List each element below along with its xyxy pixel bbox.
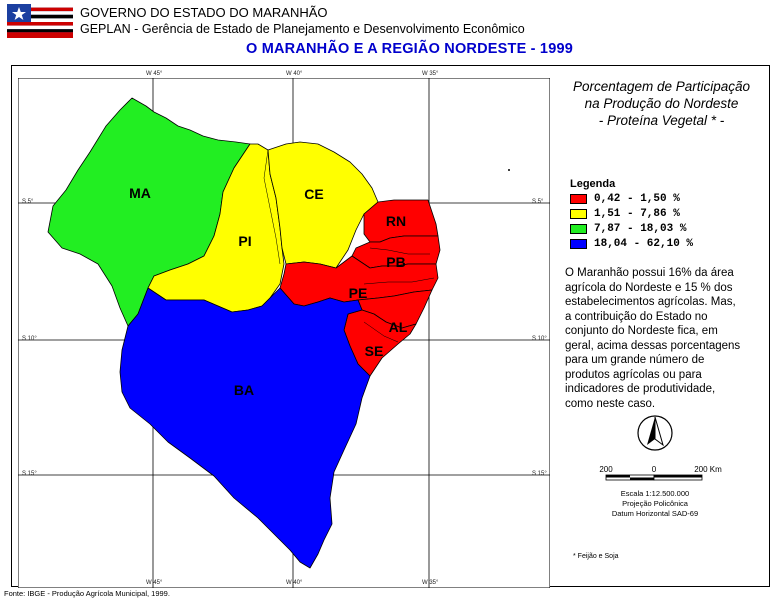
- north-arrow-icon: [637, 415, 673, 451]
- state-ce: [267, 141, 379, 269]
- coord-right-s10: S 10°: [532, 336, 547, 342]
- coord-right-s5: S 5°: [532, 199, 544, 205]
- state-ba: [119, 287, 371, 569]
- government-name: GOVERNO DO ESTADO DO MARANHÃO: [80, 5, 328, 20]
- scale-label-right: 200 Km: [694, 465, 722, 474]
- scale-ratio: Escala 1:12.500.000: [620, 489, 690, 498]
- legend-swatch-red: [570, 194, 587, 204]
- coord-top-w45: W 45°: [146, 71, 163, 77]
- footnote: * Feijão e Soja: [573, 553, 619, 560]
- legend-label-green: 7,87 - 18,03 %: [594, 223, 687, 235]
- legend-label-red: 0,42 - 1,50 %: [594, 193, 680, 205]
- coord-bottom-w45: W 45°: [146, 580, 163, 586]
- coord-bottom-w40: W 40°: [286, 580, 303, 586]
- coord-bottom-w35: W 35°: [422, 580, 439, 586]
- label-ma: MA: [129, 185, 151, 201]
- scale-bar: 200 0 200 Km: [599, 465, 722, 481]
- label-pe: PE: [349, 285, 368, 301]
- legend-label-yellow: 1,51 - 7,86 %: [594, 208, 680, 220]
- description-line: a contribuição do Estado no: [565, 310, 708, 323]
- northeast-map: MA PI CE RN PB PE AL SE BA: [18, 78, 550, 588]
- label-ba: BA: [234, 382, 254, 398]
- coord-right-s15: S 15°: [532, 471, 547, 477]
- legend-swatch-blue: [570, 239, 587, 249]
- label-ce: CE: [304, 186, 323, 202]
- legend-title: Legenda: [570, 178, 616, 190]
- label-pi: PI: [238, 233, 251, 249]
- legend-label-blue: 18,04 - 62,10 %: [594, 238, 694, 250]
- description-line: conjunto do Nordeste fica, em: [565, 325, 718, 337]
- description-line: O Maranhão possui 16% da área: [565, 267, 734, 279]
- panel-title: Porcentagem de Participação na Produção …: [555, 78, 768, 129]
- legend-swatch-yellow: [570, 209, 587, 219]
- maranhao-government-logo: [7, 4, 73, 38]
- agency-name: GEPLAN - Gerência de Estado de Planejame…: [80, 22, 525, 36]
- coord-top-w40: W 40°: [286, 71, 303, 77]
- description-line: agrícola do Nordeste e 15 % dos: [565, 281, 733, 294]
- coord-left-s5: S 5°: [22, 199, 34, 205]
- description-line: para um grande número de: [565, 354, 705, 366]
- coord-left-s10: S 10°: [22, 336, 37, 342]
- scale-label-left: 200: [599, 465, 613, 474]
- coord-top-w35: W 35°: [422, 71, 439, 77]
- panel-title-line-2: na Produção do Nordeste: [584, 96, 739, 111]
- panel-title-line-3: - Proteína Vegetal * -: [598, 113, 725, 128]
- description-line: produtos agrícolas ou para: [565, 368, 702, 381]
- description-line: indicadores de produtividade,: [565, 383, 716, 395]
- coord-left-s15: S 15°: [22, 471, 37, 477]
- description-line: estabelecimentos agrícolas. Mas,: [565, 296, 736, 308]
- label-al: AL: [389, 319, 408, 335]
- scale-info: Escala 1:12.500.000 Projeção Policônica …: [580, 489, 730, 519]
- source-note: Fonte: IBGE - Produção Agrícola Municipa…: [4, 589, 170, 598]
- map-title: O MARANHÃO E A REGIÃO NORDESTE - 1999: [246, 41, 573, 57]
- datum: Datum Horizontal SAD-69: [611, 509, 699, 518]
- projection: Projeção Policônica: [622, 499, 688, 508]
- legend-swatch-green: [570, 224, 587, 234]
- label-pb: PB: [386, 254, 405, 270]
- description-text: O Maranhão possui 16% da área agrícola d…: [565, 266, 765, 411]
- description-line: como neste caso.: [565, 397, 656, 410]
- panel-title-line-1: Porcentagem de Participação: [572, 79, 751, 94]
- label-rn: RN: [386, 213, 406, 229]
- description-line: geral, acima dessas porcentagens: [565, 339, 741, 352]
- scale-label-mid: 0: [652, 465, 657, 474]
- label-se: SE: [365, 343, 384, 359]
- coast-islet: [508, 169, 510, 171]
